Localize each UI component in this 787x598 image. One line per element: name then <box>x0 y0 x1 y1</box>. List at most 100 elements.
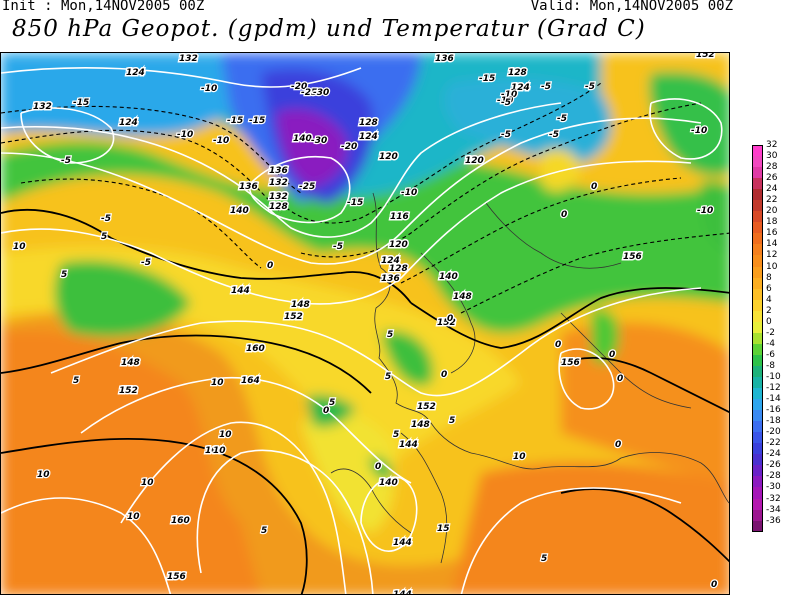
temperature-label: 0 <box>447 314 453 324</box>
legend-swatch <box>752 365 763 377</box>
temperature-label: 0 <box>441 370 447 380</box>
geopotential-label: 124 <box>359 132 378 142</box>
geopotential-label: 116 <box>390 212 409 222</box>
temperature-label: -5 <box>101 214 111 224</box>
legend-label: -20 <box>766 427 781 438</box>
legend-label: 6 <box>766 283 772 294</box>
temperature-label: 5 <box>385 372 391 382</box>
legend-swatch <box>752 332 763 344</box>
legend-swatch <box>752 321 763 333</box>
legend-label: 8 <box>766 272 772 283</box>
legend-label: -36 <box>766 515 781 526</box>
geopotential-label: 124 <box>126 68 145 78</box>
geopotential-label: 156 <box>623 252 642 262</box>
temperature-label: 0 <box>375 462 381 472</box>
legend-label: -30 <box>766 482 781 493</box>
legend-swatch <box>752 454 763 466</box>
legend-swatch <box>752 288 763 300</box>
temperature-label: -10 <box>177 130 193 140</box>
geopotential-label: 152 <box>119 386 138 396</box>
geopotential-label: 148 <box>411 420 430 430</box>
geopotential-label: 144 <box>393 590 412 595</box>
legend-row: -28 <box>752 471 781 488</box>
temperature-label: 10 <box>513 452 526 462</box>
geopotential-label: 156 <box>623 252 642 262</box>
legend-row: 30 <box>752 151 777 168</box>
temperature-label: 0 <box>555 340 561 350</box>
temperature-label: 5 <box>61 270 67 280</box>
legend-label: -26 <box>766 460 781 471</box>
legend-label: 22 <box>766 195 778 206</box>
legend-swatch <box>752 299 763 311</box>
legend-row: -8 <box>752 361 775 377</box>
legend-swatch <box>752 145 763 157</box>
legend-swatch <box>752 498 763 510</box>
legend-swatch <box>752 520 763 532</box>
geopotential-label: 160 <box>246 344 265 354</box>
temperature-label: -30 <box>311 136 327 146</box>
temperature-label: -10 <box>697 206 713 216</box>
geopotential-label: 128 <box>508 68 527 78</box>
legend-label: -10 <box>766 371 781 382</box>
geopotential-label: 128 <box>359 118 378 128</box>
temperature-label: -10 <box>201 84 217 94</box>
temperature-label: -20 <box>291 82 307 92</box>
legend-label: 20 <box>766 206 778 217</box>
legend-label: 18 <box>766 217 778 228</box>
temperature-label: 10 <box>213 446 226 456</box>
legend-swatch <box>752 189 763 201</box>
legend-swatch <box>752 156 763 168</box>
temperature-field <box>1 53 729 594</box>
temperature-label: 5 <box>393 430 399 440</box>
temperature-label: 0 <box>561 210 567 220</box>
isotherms-solid <box>1 209 729 594</box>
legend-row: 20 <box>752 206 777 223</box>
map-title: 850 hPa Geopot. (gpdm) und Temperatur (G… <box>12 16 646 42</box>
legend-label: 24 <box>766 184 778 195</box>
legend-row: 4 <box>752 295 772 311</box>
geopotential-label: 140 <box>439 272 458 282</box>
legend-row: -16 <box>752 405 781 422</box>
geopotential-label: 148 <box>121 358 140 368</box>
legend-row: -32 <box>752 494 781 510</box>
legend-row: -18 <box>752 416 781 433</box>
legend-label: -24 <box>766 449 781 460</box>
legend-swatch <box>752 167 763 179</box>
geopotential-label: 132 <box>269 192 288 202</box>
legend-row: 16 <box>752 228 777 245</box>
temperature-label: 5 <box>329 398 335 408</box>
legend-row: -36 <box>752 516 781 532</box>
temperature-label: -30 <box>313 88 329 98</box>
legend-swatch <box>752 432 763 444</box>
temperature-label: -5 <box>585 82 595 92</box>
temperature-label: -5 <box>333 242 343 252</box>
legend-label: -12 <box>766 383 781 394</box>
temperature-label: 0 <box>591 182 597 192</box>
temperature-label: -25 <box>299 182 315 192</box>
geopotential-label: 164 <box>205 446 224 456</box>
temperature-label: -5 <box>541 82 551 92</box>
temperature-label: 5 <box>541 554 547 564</box>
legend-row: -24 <box>752 449 781 466</box>
temperature-label: -15 <box>249 116 265 126</box>
geopotential-label: 120 <box>389 240 408 250</box>
legend-swatch <box>752 200 763 212</box>
geopotential-label: 132 <box>179 54 198 64</box>
temperature-label: -10 <box>501 90 517 100</box>
legend-row: -12 <box>752 383 781 400</box>
temperature-label: 10 <box>13 242 26 252</box>
geopotential-label: 148 <box>453 292 472 302</box>
legend-label: -2 <box>766 327 775 338</box>
temperature-label: 0 <box>617 374 623 384</box>
temperature-label: -5 <box>501 130 511 140</box>
legend-label: 10 <box>766 261 778 272</box>
temperature-label: -5 <box>501 98 511 108</box>
geopotential-label: 152 <box>696 53 715 60</box>
geopotential-label: 120 <box>379 152 398 162</box>
temperature-label: 5 <box>101 232 107 242</box>
legend-swatch <box>752 244 763 256</box>
temperature-label: 15 <box>437 524 450 534</box>
temperature-label: 0 <box>615 440 621 450</box>
legend-swatch <box>752 388 763 400</box>
legend-swatch <box>752 222 763 234</box>
